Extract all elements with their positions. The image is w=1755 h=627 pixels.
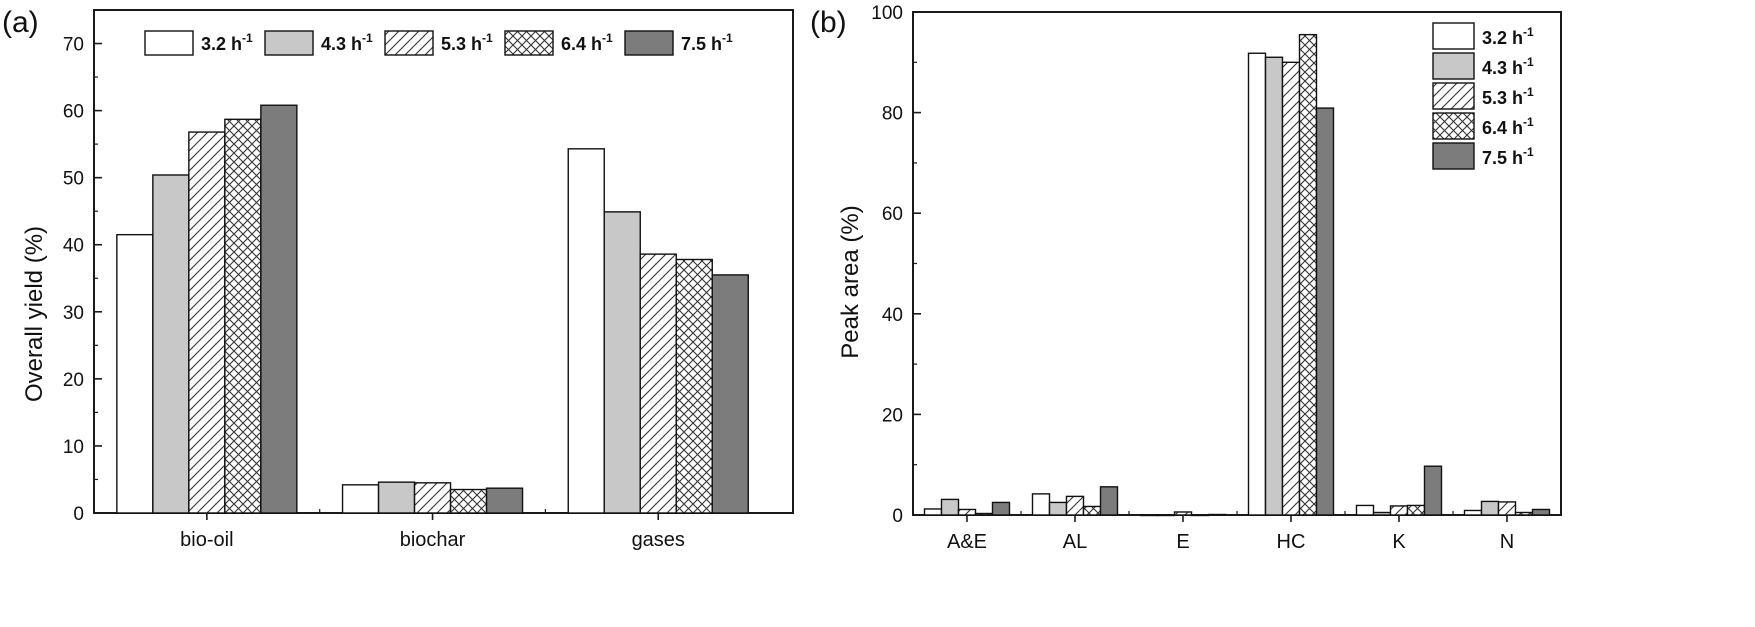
bar: [1173, 511, 1193, 516]
bar: [1423, 465, 1443, 516]
bar: [188, 131, 226, 514]
panel-a-label: (a): [2, 6, 39, 39]
legend-label: 3.2 h-1: [201, 31, 253, 54]
bar: [1480, 500, 1500, 516]
panel-b-ylabel: Peak area (%): [837, 205, 864, 358]
x-tick-label: gases: [632, 529, 685, 551]
bar: [1190, 514, 1210, 517]
bar: [675, 258, 713, 514]
bar: [1406, 504, 1426, 516]
bar: [1264, 56, 1284, 516]
x-tick-label: A&E: [947, 531, 987, 553]
legend-label: 7.5 h-1: [681, 31, 733, 54]
legend-swatch: [1432, 22, 1475, 50]
bar: [957, 508, 977, 516]
bar: [940, 498, 960, 516]
bar: [1389, 505, 1409, 516]
bar: [1247, 52, 1267, 516]
panel-a-plot: 0 10 20 30 40 50 60 70 bio-oil biochar gases 3.2 h-…: [63, 9, 794, 551]
bar: [974, 512, 994, 516]
legend-swatch: [1432, 112, 1475, 140]
legend-swatch: [504, 30, 554, 56]
x-tick-label: N: [1500, 531, 1514, 553]
legend-swatch: [144, 30, 194, 56]
legend-swatch: [384, 30, 434, 56]
bar: [116, 233, 154, 514]
y-tick-label: 40: [882, 305, 903, 326]
y-tick-label: 70: [63, 35, 84, 56]
y-tick-label: 80: [882, 104, 903, 125]
legend-label: 4.3 h-1: [321, 31, 373, 54]
bar: [224, 118, 262, 514]
bar: [377, 481, 416, 514]
x-tick-label: biochar: [400, 529, 466, 551]
bar: [1031, 493, 1051, 516]
bar: [711, 274, 749, 514]
bar: [567, 148, 605, 514]
bar: [1048, 501, 1068, 516]
bar: [991, 501, 1011, 516]
legend-label: 7.5 h-1: [1482, 145, 1534, 168]
bar: [923, 508, 943, 516]
legend-label: 3.2 h-1: [1482, 25, 1534, 48]
y-tick-label: 100: [871, 3, 903, 24]
panel-a-ylabel: Overall yield (%): [21, 226, 48, 402]
bar: [1497, 501, 1517, 516]
y-tick-label: 0: [892, 506, 903, 527]
y-tick-label: 30: [63, 303, 84, 324]
legend-swatch: [624, 30, 674, 56]
legend-swatch: [1432, 142, 1475, 170]
bar: [1298, 33, 1318, 516]
bar: [1065, 495, 1085, 516]
x-tick-label: AL: [1063, 531, 1087, 553]
bar: [1156, 514, 1176, 517]
bar: [1463, 509, 1483, 516]
bar: [639, 253, 677, 514]
bar: [1082, 505, 1102, 516]
bar: [152, 174, 190, 514]
bar: [1099, 486, 1119, 516]
bar: [485, 487, 524, 514]
bar: [1139, 514, 1159, 517]
legend-swatch: [1432, 82, 1475, 110]
legend-label: 6.4 h-1: [1482, 115, 1534, 138]
x-tick-label: E: [1176, 531, 1189, 553]
x-tick-label: bio-oil: [180, 529, 233, 551]
legend-label: 4.3 h-1: [1482, 55, 1534, 78]
bar: [1315, 107, 1335, 516]
bar: [413, 482, 452, 514]
y-tick-label: 60: [882, 204, 903, 225]
bar: [1355, 504, 1375, 516]
bar: [603, 211, 641, 514]
y-tick-label: 20: [63, 370, 84, 391]
x-tick-label: HC: [1277, 531, 1306, 553]
legend-label: 5.3 h-1: [1482, 85, 1534, 108]
y-tick-label: 60: [63, 102, 84, 123]
legend-label: 6.4 h-1: [561, 31, 613, 54]
bar: [1281, 61, 1301, 516]
y-tick-label: 40: [63, 236, 84, 257]
bar: [1207, 513, 1227, 516]
y-tick-label: 20: [882, 405, 903, 426]
x-tick-label: K: [1392, 531, 1406, 553]
legend-swatch: [1432, 52, 1475, 80]
legend-label: 5.3 h-1: [441, 31, 493, 54]
y-tick-label: 50: [63, 169, 84, 190]
panel-b-label: (b): [810, 6, 847, 39]
y-tick-label: 0: [73, 504, 84, 525]
bar: [260, 104, 298, 514]
legend-swatch: [264, 30, 314, 56]
y-tick-label: 10: [63, 437, 84, 458]
bar: [1372, 511, 1392, 516]
bar: [1531, 508, 1551, 516]
panel-b-plot: 0 20 40 60 80 100 A&E AL E HC K N 3.2 h-1 4.3 h-1 5.3 …: [871, 3, 1562, 553]
bar: [341, 484, 380, 514]
bar: [1514, 511, 1534, 516]
bar: [449, 488, 488, 514]
